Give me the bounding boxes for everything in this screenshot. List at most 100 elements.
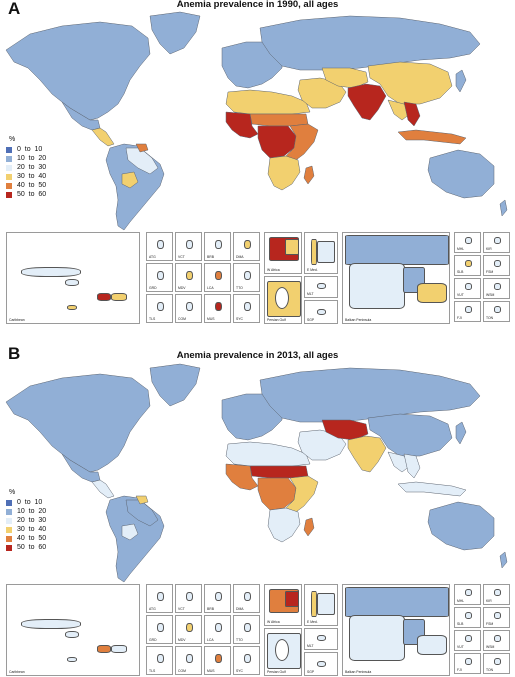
inset-fji: FJI bbox=[454, 653, 481, 674]
inset-shape bbox=[157, 240, 164, 249]
inset-caption: DMA bbox=[236, 607, 244, 611]
inset-shape bbox=[494, 237, 501, 244]
inset-slb: SLB bbox=[454, 607, 481, 628]
inset-caption: TON bbox=[486, 668, 494, 672]
legend-item: 0 to 10 bbox=[6, 145, 46, 154]
inset-vut: VUT bbox=[454, 630, 481, 651]
legend-unit: % bbox=[9, 489, 16, 496]
inset-shape bbox=[311, 591, 317, 617]
legend-item: 20 to 30 bbox=[6, 163, 46, 172]
inset-caption: ATG bbox=[149, 255, 156, 259]
inset-shape bbox=[285, 239, 299, 255]
inset-com: COM bbox=[175, 294, 202, 323]
inset-caption: E Med. bbox=[307, 268, 318, 272]
b-region-east-africa bbox=[285, 475, 319, 513]
inset-malta: MLT bbox=[304, 276, 338, 298]
inset-caption: FSM bbox=[486, 270, 494, 274]
inset-shape bbox=[494, 658, 501, 665]
inset-shape bbox=[157, 623, 164, 632]
inset-shape bbox=[157, 302, 164, 311]
inset-e-med: E Med. bbox=[304, 584, 338, 626]
b-region-indonesia bbox=[397, 481, 467, 497]
inset-shape bbox=[345, 235, 449, 265]
inset-shape bbox=[494, 612, 501, 619]
b-region-north-america bbox=[5, 373, 151, 473]
legend-label: 40 to 50 bbox=[17, 535, 47, 542]
inset-caption: Caribbean bbox=[9, 318, 25, 322]
inset-caption: SLB bbox=[457, 270, 464, 274]
inset-vct: VCT bbox=[175, 232, 202, 261]
legend-swatch bbox=[6, 499, 12, 506]
inset-shape bbox=[186, 240, 193, 249]
inset-caption: TON bbox=[486, 316, 494, 320]
a-region-central-america bbox=[91, 127, 115, 147]
inset-slb: SLB bbox=[454, 255, 481, 276]
inset-singapore: SGP bbox=[304, 652, 338, 676]
inset-shape bbox=[186, 271, 193, 280]
inset-caption: WSM bbox=[486, 293, 495, 297]
inset-shape bbox=[215, 271, 222, 280]
inset-tto: TTO bbox=[233, 263, 260, 292]
inset-fji: FJI bbox=[454, 301, 481, 322]
inset-atg: ATG bbox=[146, 584, 173, 613]
legend-swatch bbox=[6, 191, 12, 198]
legend-item: 10 to 20 bbox=[6, 154, 46, 163]
inset-caption: Persian Gulf bbox=[267, 318, 286, 322]
a-region-australia bbox=[427, 149, 495, 199]
legend-swatch bbox=[6, 535, 12, 542]
inset-shape bbox=[317, 283, 326, 289]
panel-a-world-map bbox=[5, 11, 508, 231]
inset-shape bbox=[65, 279, 79, 286]
panel-a-legend: % 0 to 10 10 to 20 20 to 30 30 to 40 40 to 50… bbox=[6, 135, 46, 199]
inset-persian-gulf: Persian Gulf bbox=[264, 628, 302, 676]
inset-shape bbox=[465, 612, 472, 619]
a-region-japan bbox=[455, 69, 467, 93]
inset-shape bbox=[465, 260, 472, 267]
inset-tto: TTO bbox=[233, 615, 260, 644]
inset-caribbean: Caribbean bbox=[6, 584, 140, 676]
a-region-indonesia bbox=[397, 129, 467, 145]
a-region-east-africa bbox=[285, 123, 319, 161]
inset-caption: MHL bbox=[457, 599, 465, 603]
b-region-russia bbox=[259, 367, 481, 423]
inset-shape bbox=[317, 241, 335, 263]
legend-swatch bbox=[6, 517, 12, 524]
a-region-west-africa bbox=[225, 111, 259, 139]
inset-malta: MLT bbox=[304, 628, 338, 650]
panel-b-world-map bbox=[5, 363, 508, 583]
legend-item: 40 to 50 bbox=[6, 181, 46, 190]
inset-vut: VUT bbox=[454, 278, 481, 299]
inset-mdv: MDV bbox=[175, 615, 202, 644]
inset-shape bbox=[465, 658, 472, 665]
inset-caption: VUT bbox=[457, 293, 464, 297]
panel-a-title: Anemia prevalence in 1990, all ages bbox=[176, 0, 339, 10]
inset-shape bbox=[317, 635, 326, 641]
legend-label: 30 to 40 bbox=[17, 173, 47, 180]
inset-kir: KIR bbox=[483, 584, 510, 605]
legend-label: 20 to 30 bbox=[17, 164, 47, 171]
b-region-south-asia bbox=[347, 435, 387, 473]
legend-label: 0 to 10 bbox=[17, 146, 43, 153]
b-region-southern-africa bbox=[267, 507, 301, 543]
inset-w-africa: W Africa bbox=[264, 232, 302, 274]
inset-dma: DMA bbox=[233, 584, 260, 613]
legend-swatch bbox=[6, 508, 12, 515]
inset-caption: VCT bbox=[178, 607, 185, 611]
legend-label: 10 to 20 bbox=[17, 155, 47, 162]
inset-caption: FSM bbox=[486, 622, 494, 626]
inset-mhl: MHL bbox=[454, 232, 481, 253]
inset-caption: VCT bbox=[178, 255, 185, 259]
inset-shape bbox=[215, 240, 222, 249]
inset-shape bbox=[65, 631, 79, 638]
inset-caption: W Africa bbox=[267, 620, 280, 624]
inset-shape bbox=[349, 263, 405, 309]
inset-caption: LCA bbox=[207, 638, 214, 642]
inset-caption: SYC bbox=[236, 669, 243, 673]
inset-kir: KIR bbox=[483, 232, 510, 253]
inset-shape bbox=[21, 619, 81, 629]
inset-wsm: WSM bbox=[483, 278, 510, 299]
inset-shape bbox=[317, 661, 326, 667]
inset-shape bbox=[465, 237, 472, 244]
inset-caption: TTO bbox=[236, 638, 243, 642]
legend-swatch bbox=[6, 173, 12, 180]
